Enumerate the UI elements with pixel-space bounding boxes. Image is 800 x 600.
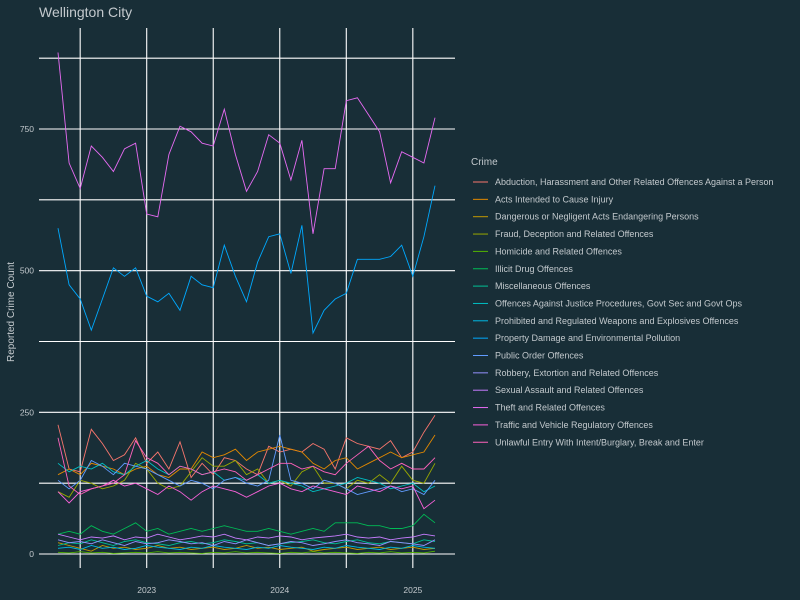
series-line [57,533,436,541]
legend-label: Illicit Drug Offences [495,264,573,274]
x-tick-label: 2024 [270,585,289,595]
series-line [57,434,436,478]
legend-label: Fraud, Deception and Related Offences [495,229,654,239]
legend-label: Homicide and Related Offences [495,246,622,256]
legend-label: Theft and Related Offences [495,403,605,413]
x-tick-label: 2025 [403,585,422,595]
grid [39,28,455,568]
legend: Crime Abduction, Harassment and Other Re… [471,157,774,447]
x-axis-ticks: 2023 2024 2025 [137,585,422,595]
legend-label: Traffic and Vehicle Regulatory Offences [495,420,653,430]
y-tick-label: 750 [20,124,34,134]
series-line [57,185,436,335]
series-line [57,434,436,496]
legend-label: Prohibited and Regulated Weapons and Exp… [495,316,739,326]
series-line [57,414,436,479]
series-line [57,545,436,550]
x-tick-label: 2023 [137,585,156,595]
legend-label: Abduction, Harassment and Other Related … [495,177,774,187]
legend-label: Robbery, Extortion and Related Offences [495,368,659,378]
legend-label: Sexual Assault and Related Offences [495,385,644,395]
legend-label: Miscellaneous Offences [495,281,591,291]
y-axis-ticks: 0 250 500 750 [20,124,34,559]
legend-label: Public Order Offences [495,351,584,361]
series-line [57,542,436,552]
y-tick-label: 250 [20,407,34,417]
legend-title: Crime [471,157,498,168]
series-line [57,539,436,546]
y-tick-label: 0 [29,549,34,559]
legend-label: Dangerous or Negligent Acts Endangering … [495,212,699,222]
series-line [57,52,436,234]
series-line [57,437,436,496]
series-line [57,513,436,535]
legend-label: Offences Against Justice Procedures, Gov… [495,298,742,308]
series-line [57,457,436,498]
y-axis-title: Reported Crime Count [6,262,17,362]
series-line [57,550,436,554]
series-lines [57,52,436,554]
legend-label: Acts Intended to Cause Injury [495,194,614,204]
legend-label: Unlawful Entry With Intent/Burglary, Bre… [495,437,704,447]
legend-label: Property Damage and Environmental Pollut… [495,333,680,343]
series-line [57,479,436,510]
chart-title: Wellington City [39,4,132,20]
y-tick-label: 500 [20,266,34,276]
